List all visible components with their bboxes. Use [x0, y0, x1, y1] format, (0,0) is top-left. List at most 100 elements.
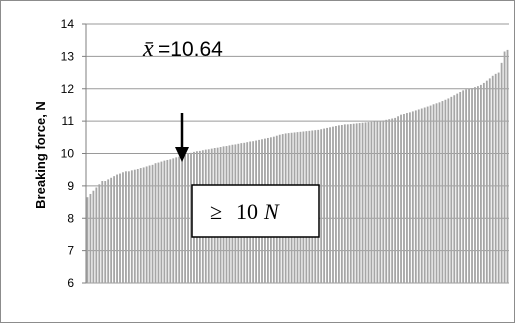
bar	[497, 72, 500, 283]
bar	[349, 124, 352, 283]
bar	[95, 187, 98, 283]
bar	[429, 105, 432, 283]
bar	[169, 159, 172, 283]
bar	[343, 124, 346, 283]
y-tick-label: 10	[61, 147, 75, 161]
bar	[361, 122, 364, 284]
bar	[471, 88, 473, 283]
bar	[456, 93, 459, 283]
bar	[145, 166, 148, 283]
bar	[98, 184, 101, 283]
bar	[435, 103, 438, 283]
bar	[139, 168, 142, 283]
bar	[107, 179, 110, 283]
bar	[125, 171, 127, 283]
bar	[136, 169, 139, 283]
bar	[500, 62, 503, 283]
bar	[474, 87, 476, 283]
bar	[459, 91, 462, 284]
bar	[142, 167, 145, 283]
bar	[388, 119, 391, 284]
y-tick-label: 9	[67, 179, 74, 193]
bar	[373, 121, 376, 283]
y-tick-label: 8	[67, 211, 74, 225]
bar	[154, 163, 157, 283]
bar	[462, 90, 465, 284]
bar	[340, 125, 343, 283]
bar	[110, 177, 113, 283]
threshold-unit: N	[263, 199, 280, 224]
bar	[178, 156, 181, 283]
bar	[468, 88, 470, 283]
y-tick-label: 13	[61, 49, 75, 63]
bar	[148, 165, 151, 283]
bar	[423, 107, 426, 283]
bar	[151, 164, 154, 283]
bar	[166, 159, 169, 283]
bar	[479, 84, 482, 284]
bar	[113, 176, 116, 283]
bar	[376, 121, 379, 284]
bar	[127, 171, 130, 283]
bar	[444, 99, 447, 283]
bar	[488, 78, 491, 283]
bar	[397, 116, 399, 284]
bar	[175, 157, 178, 283]
bar	[181, 155, 184, 283]
bar	[432, 104, 435, 283]
bar	[335, 125, 337, 283]
bar	[420, 108, 423, 283]
mean-symbol: x̄	[142, 36, 154, 62]
bar	[92, 190, 95, 283]
mean-value: =10.64	[158, 38, 223, 61]
bar	[370, 121, 373, 284]
bar	[367, 122, 370, 283]
bar	[119, 173, 121, 283]
bar	[382, 120, 385, 283]
bar	[160, 161, 163, 283]
bar	[329, 127, 331, 283]
bar	[465, 89, 468, 284]
y-tick-label: 12	[61, 82, 75, 96]
y-tick-labels: 6 7 8 9 10 11 12 13 14	[61, 17, 75, 290]
bar	[394, 117, 397, 283]
bar	[320, 129, 323, 283]
bar	[346, 124, 349, 283]
bar	[406, 113, 408, 283]
bar	[130, 170, 133, 283]
bar	[411, 111, 414, 283]
bar	[485, 80, 488, 283]
bar	[338, 125, 340, 283]
bar	[438, 102, 441, 283]
bar	[190, 152, 192, 283]
bar	[184, 154, 187, 283]
threshold-symbol: ≥	[210, 199, 222, 224]
y-axis-label: Breaking force, N	[33, 101, 48, 209]
threshold-box: ≥ 10 N	[191, 184, 320, 238]
bar	[157, 162, 160, 283]
bar	[187, 153, 189, 283]
bar	[477, 86, 479, 283]
bar	[364, 122, 367, 283]
bar	[355, 123, 358, 283]
bar	[403, 114, 405, 283]
bar	[414, 110, 417, 283]
bar	[133, 169, 136, 283]
arrow-down-icon	[175, 113, 189, 162]
bar	[323, 128, 326, 283]
bar	[163, 160, 166, 283]
bar	[172, 158, 175, 283]
bar	[450, 96, 453, 283]
threshold-value: 10	[236, 199, 258, 224]
bar	[101, 181, 104, 283]
bar	[447, 98, 450, 284]
bar	[326, 127, 328, 283]
bar	[86, 197, 89, 283]
bar	[385, 119, 388, 283]
bar	[506, 49, 509, 284]
bar	[89, 193, 92, 283]
bar	[379, 121, 382, 284]
y-tick-label: 11	[62, 114, 75, 128]
bar	[494, 73, 497, 283]
